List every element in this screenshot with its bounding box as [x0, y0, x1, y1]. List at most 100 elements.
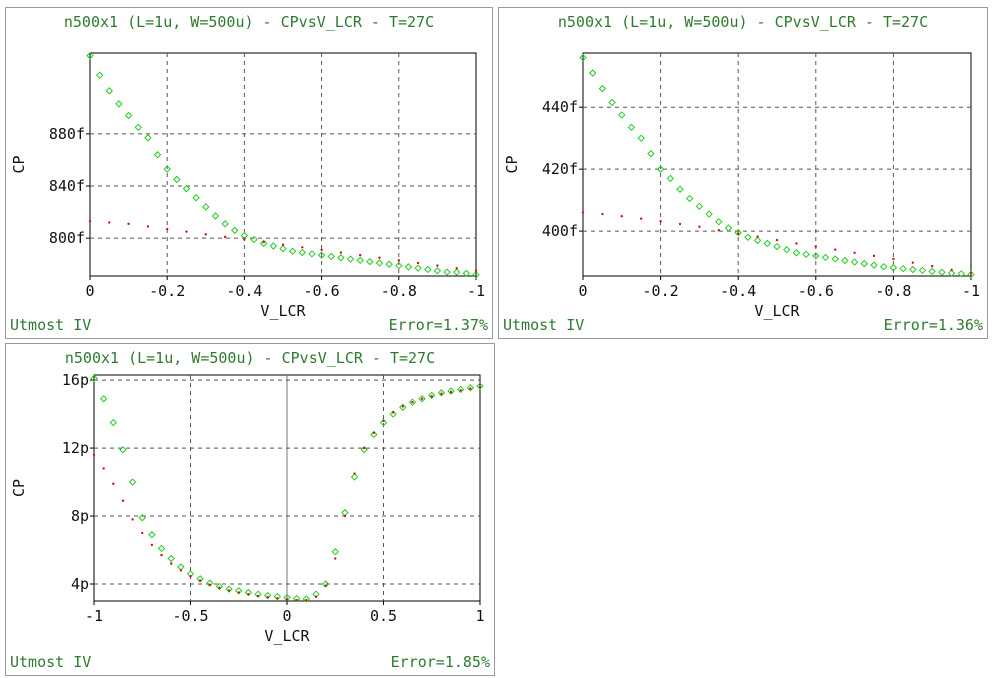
simulated-point: [285, 598, 289, 601]
measured-point: [157, 544, 166, 553]
simulated-point: [440, 392, 443, 395]
measured-point: [715, 218, 723, 226]
simulated-point: [146, 225, 150, 228]
simulated-point: [478, 385, 482, 389]
measured-point: [263, 591, 272, 600]
measured-point: [356, 256, 364, 265]
measured-point: [967, 270, 975, 279]
measured-point: [163, 165, 171, 173]
x-tick-label: -0.6: [304, 282, 340, 300]
measured-point: [860, 259, 869, 268]
simulated-point: [775, 238, 779, 242]
measured-point: [792, 249, 801, 257]
simulated-point: [411, 400, 414, 404]
measured-point: [235, 587, 243, 595]
measured-point: [399, 403, 407, 411]
simulated-point: [950, 268, 953, 272]
simulated-point: [834, 248, 837, 251]
y-tick-label: 4p: [71, 575, 89, 593]
measured-point: [134, 123, 142, 132]
y-tick-label: 800f: [49, 229, 85, 247]
measured-point: [350, 473, 359, 481]
measured-point: [705, 210, 713, 218]
simulated-point: [150, 543, 154, 547]
simulated-point: [814, 245, 817, 248]
x-tick-label: -0.8: [381, 282, 417, 300]
measured-point: [909, 265, 917, 274]
measured-point: [90, 374, 98, 383]
measured-point: [443, 268, 451, 276]
measured-point: [456, 385, 465, 394]
measured-point: [928, 267, 936, 276]
measured-point: [196, 575, 204, 583]
measured-point: [938, 268, 946, 276]
measured-point: [763, 239, 772, 248]
measured-point: [395, 261, 403, 270]
measured-point: [167, 554, 175, 563]
simulated-point: [185, 230, 188, 233]
measured-point: [269, 242, 278, 250]
measured-point: [259, 239, 268, 248]
x-tick-label: 0: [85, 282, 94, 300]
simulated-point: [853, 251, 856, 254]
measured-point: [153, 151, 162, 159]
x-tick-label: -1: [467, 282, 485, 300]
measured-point: [298, 248, 307, 257]
measured-point: [850, 258, 859, 266]
measured-point: [244, 588, 253, 597]
y-axis-label: CP: [10, 479, 28, 497]
simulated-point: [218, 586, 221, 589]
simulated-point: [378, 256, 381, 259]
plot-area: -1 -0.5 0 0.5 1 4p 8p 12p 16p V_LCR CP: [10, 371, 485, 645]
simulated-point: [469, 387, 472, 390]
x-tick-label: 0.5: [370, 607, 397, 625]
measured-point: [327, 252, 335, 261]
y-tick-label: 400f: [542, 222, 578, 240]
measured-point: [105, 87, 114, 95]
simulated-point: [353, 472, 356, 475]
simulated-point: [305, 598, 308, 602]
measured-point: [283, 593, 291, 602]
simulated-point: [227, 589, 231, 592]
y-tick-label: 420f: [542, 160, 578, 178]
y-tick-label: 880f: [49, 125, 85, 143]
x-tick-label: -0.6: [798, 282, 834, 300]
x-tick-label: -0.4: [226, 282, 262, 300]
measured-point: [115, 100, 123, 108]
simulated-point: [189, 575, 192, 578]
measured-point: [221, 220, 229, 228]
simulated-point: [601, 212, 604, 216]
measured-point: [308, 250, 316, 258]
measured-point: [375, 259, 384, 267]
simulated-point: [363, 446, 366, 450]
error-label: Error=1.37%: [388, 316, 488, 334]
measured-point: [95, 71, 104, 79]
measured-point: [637, 134, 645, 142]
measured-point: [86, 51, 94, 60]
simulated-point: [127, 222, 130, 226]
chart-panel-2: n500x1 (L=1u, W=500u) - CPvsV_LCR - T=27…: [498, 7, 988, 339]
simulated-point: [334, 557, 337, 560]
measured-point: [744, 233, 752, 241]
measured-point: [656, 165, 665, 173]
measured-point: [408, 398, 417, 406]
simulated-point: [208, 583, 211, 587]
measured-point: [389, 410, 397, 418]
simulated-point: [436, 264, 439, 267]
measured-point: [346, 255, 355, 263]
simulated-point: [397, 259, 400, 262]
footer-tool-label: Utmost IV: [10, 316, 92, 334]
measured-point: [109, 418, 118, 427]
simulated-point: [756, 235, 759, 238]
simulated-point: [931, 264, 934, 268]
measured-point: [821, 253, 830, 262]
simulated-point: [166, 227, 169, 231]
measured-point: [215, 582, 224, 591]
x-tick-label: -0.8: [875, 282, 911, 300]
y-tick-label: 16p: [62, 371, 89, 389]
chart-title: n500x1 (L=1u, W=500u) - CPvsV_LCR - T=27…: [63, 13, 435, 31]
measured-point: [472, 270, 480, 279]
simulated-point: [179, 569, 183, 572]
measured-point: [447, 387, 455, 395]
simulated-point: [160, 553, 163, 557]
